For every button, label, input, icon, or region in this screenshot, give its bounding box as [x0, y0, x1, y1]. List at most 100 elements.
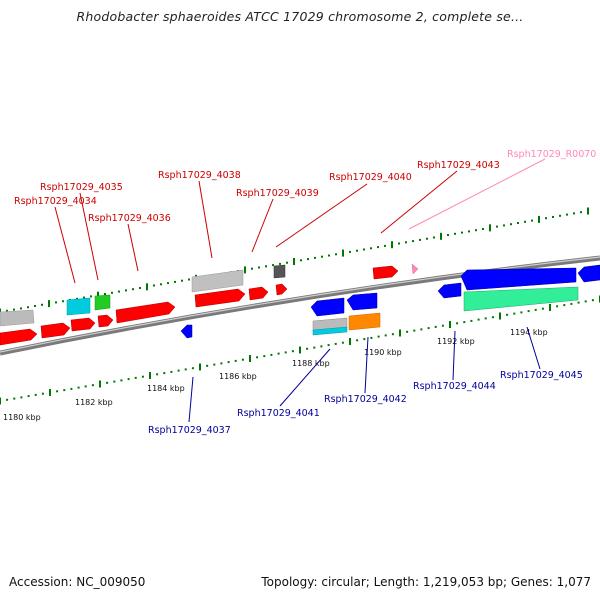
callout-line: [79, 192, 99, 281]
scale-dot: [307, 258, 309, 261]
gene-label[interactable]: Rsph17029_4042: [324, 394, 407, 405]
gene-arrow-red[interactable]: [248, 286, 269, 301]
gene-arrow-red[interactable]: [115, 301, 176, 324]
reverse-strand-genes: [180, 264, 600, 339]
scale-dot: [591, 299, 594, 302]
gene-arrow-red[interactable]: [275, 283, 288, 296]
gene-arrow-cyan[interactable]: [312, 326, 348, 336]
chromosome-backbone: [0, 255, 600, 356]
scale-dot: [341, 341, 344, 344]
scale-dot: [156, 373, 159, 376]
scale-dot: [227, 361, 230, 364]
gene-arrow-blue[interactable]: [577, 264, 600, 283]
gene-arrow-red[interactable]: [97, 314, 114, 328]
scale-dot: [265, 265, 267, 268]
gene-arrow-red[interactable]: [70, 317, 96, 332]
scale-dot: [434, 325, 437, 328]
gene-arrow-orange[interactable]: [348, 312, 381, 331]
scale-dot: [118, 290, 120, 293]
gene-arrow-pink[interactable]: [411, 263, 419, 275]
gene-label[interactable]: Rsph17029_4045: [500, 370, 583, 381]
gene-arrow-green[interactable]: [94, 294, 111, 311]
scale-dot: [184, 368, 187, 371]
gene-label[interactable]: Rsph17029_R0070: [507, 149, 596, 160]
gene-arrow-red[interactable]: [194, 288, 246, 308]
scale-dot: [284, 351, 287, 354]
scale-dot: [427, 327, 430, 330]
scale-dot: [335, 253, 337, 256]
scale-dot: [291, 350, 294, 353]
scale-dot: [106, 381, 109, 384]
callout-line: [127, 223, 139, 272]
scale-dot: [470, 319, 473, 322]
scale-dot: [91, 384, 94, 387]
scale-dot: [113, 380, 116, 383]
scale-dot: [356, 249, 358, 252]
scale-dot: [461, 231, 463, 234]
scale-dot: [56, 390, 59, 393]
gene-arrow-blue[interactable]: [310, 297, 345, 317]
scale-major-tick: [199, 363, 201, 371]
gene-label[interactable]: Rsph17029_4035: [40, 182, 123, 193]
gene-label[interactable]: Rsph17029_4036: [88, 213, 171, 224]
scale-dot: [370, 336, 373, 339]
scale-dot: [327, 344, 330, 347]
gene-arrow-gray[interactable]: [191, 269, 244, 293]
scale-dots-lower: [0, 295, 600, 405]
gene-arrow-blue[interactable]: [180, 324, 193, 339]
gene-arrow-gray[interactable]: [0, 309, 35, 327]
scale-dot: [70, 387, 73, 390]
scale-major-tick: [342, 249, 344, 257]
scale-dot: [167, 282, 169, 285]
scale-dot: [580, 211, 582, 214]
scale-dot: [484, 317, 487, 320]
topology-text: Topology: circular; Length: 1,219,053 bp…: [261, 575, 591, 589]
scale-dot: [482, 228, 484, 230]
scale-dot: [334, 342, 337, 345]
reverse-gene-labels: Rsph17029_4037 Rsph17029_4041 Rsph17029_…: [148, 370, 583, 436]
scale-dot: [313, 346, 316, 349]
gene-label[interactable]: Rsph17029_4043: [417, 160, 500, 171]
scale-dot: [534, 308, 537, 311]
scale-dot: [111, 291, 113, 294]
scale-label: 1186 kbp: [219, 372, 257, 381]
scale-dot: [13, 397, 16, 400]
scale-major-tick: [349, 338, 351, 345]
scale-dot: [545, 217, 547, 220]
gene-arrow-mint[interactable]: [463, 286, 579, 312]
callout-line: [380, 170, 458, 234]
scale-dot: [83, 296, 85, 299]
gene-arrow-red[interactable]: [40, 322, 71, 339]
map-title: Rhodobacter sphaeroides ATCC 17029 chrom…: [76, 9, 524, 24]
gene-arrow-blue[interactable]: [460, 267, 577, 291]
scale-dot: [321, 255, 323, 258]
gene-label[interactable]: Rsph17029_4039: [236, 188, 319, 199]
scale-dot: [286, 261, 288, 264]
scale-dot: [573, 212, 575, 215]
scale-dot: [320, 345, 323, 348]
scale-major-tick: [0, 397, 1, 405]
scale-dot: [510, 223, 512, 226]
scale-dot: [566, 213, 568, 216]
gene-label[interactable]: Rsph17029_4038: [158, 170, 241, 181]
gene-label[interactable]: Rsph17029_4037: [148, 425, 231, 436]
gene-arrow-red[interactable]: [372, 265, 399, 280]
gene-label[interactable]: Rsph17029_4044: [413, 381, 496, 392]
scale-dot: [63, 389, 66, 392]
gene-arrow-blue[interactable]: [437, 282, 462, 299]
gene-label[interactable]: Rsph17029_4040: [329, 172, 412, 183]
scale-dot: [181, 279, 183, 282]
scale-dot: [160, 283, 162, 286]
scale-dot: [6, 398, 9, 401]
gene-arrow-red[interactable]: [0, 328, 38, 346]
gene-label[interactable]: Rsph17029_4041: [237, 408, 320, 419]
gene-label[interactable]: Rsph17029_4034: [14, 196, 97, 207]
scale-dot: [234, 359, 237, 362]
gene-arrow-blue[interactable]: [346, 292, 378, 311]
scale-dot: [475, 229, 477, 232]
gene-arrow-cyan[interactable]: [66, 297, 91, 316]
scale-dot: [300, 259, 302, 262]
scale-dot: [454, 232, 456, 235]
gene-arrow-darkgray[interactable]: [273, 264, 286, 279]
scale-major-tick: [49, 389, 51, 396]
